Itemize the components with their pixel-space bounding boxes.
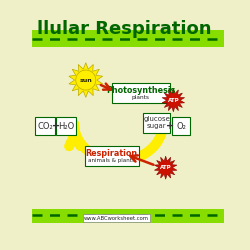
- Polygon shape: [69, 63, 103, 97]
- Text: O₂: O₂: [176, 122, 186, 131]
- Text: Respiration: Respiration: [86, 149, 138, 158]
- Bar: [32, 209, 224, 222]
- Text: H₂O: H₂O: [58, 122, 74, 131]
- Text: +: +: [166, 121, 174, 131]
- Text: ATP: ATP: [160, 165, 172, 170]
- Text: sun: sun: [80, 78, 92, 82]
- FancyBboxPatch shape: [112, 83, 170, 103]
- FancyBboxPatch shape: [56, 117, 76, 136]
- Bar: [32, 30, 224, 47]
- FancyBboxPatch shape: [35, 117, 55, 136]
- Text: glucose
sugar: glucose sugar: [143, 116, 170, 129]
- FancyBboxPatch shape: [143, 113, 170, 133]
- Text: Photosynthesis: Photosynthesis: [106, 86, 175, 95]
- Text: CO₂: CO₂: [37, 122, 53, 131]
- Text: www.ABCworksheet.com: www.ABCworksheet.com: [84, 216, 149, 221]
- Text: animals & plants: animals & plants: [88, 158, 135, 162]
- FancyBboxPatch shape: [85, 146, 139, 166]
- Text: plants: plants: [132, 95, 150, 100]
- FancyBboxPatch shape: [172, 117, 190, 136]
- Text: ATP: ATP: [168, 98, 179, 103]
- Circle shape: [76, 70, 96, 90]
- Text: +: +: [52, 121, 60, 131]
- Text: llular Respiration: llular Respiration: [37, 20, 212, 38]
- Polygon shape: [154, 156, 177, 179]
- Polygon shape: [162, 89, 184, 112]
